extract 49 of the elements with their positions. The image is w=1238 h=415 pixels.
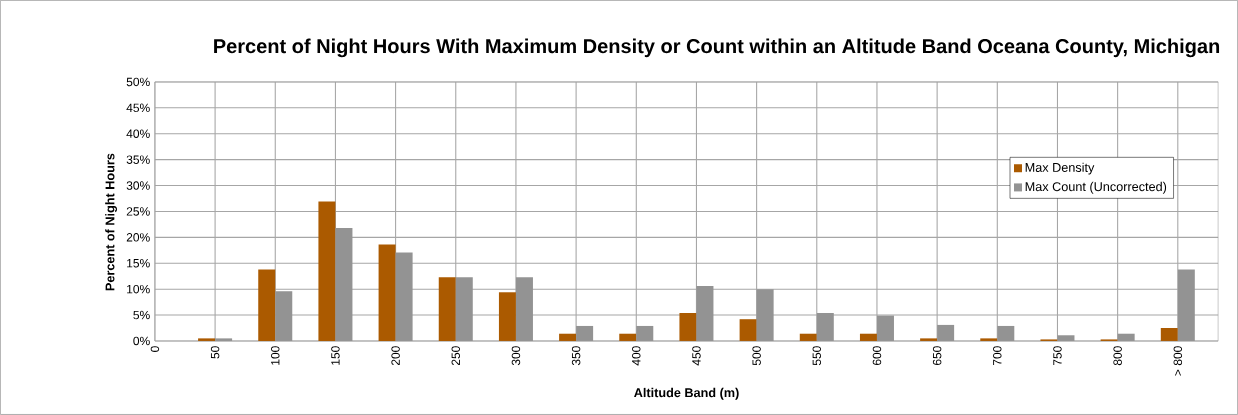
bar [318, 201, 336, 342]
x-tick-label: 500 [752, 346, 761, 366]
bar [920, 338, 938, 342]
y-tick-label: 45% [126, 103, 150, 113]
y-tick-label: 20% [126, 233, 150, 242]
x-tick-label: 150 [331, 346, 340, 365]
bar [258, 269, 276, 342]
y-axis-title: Percent of Night Hours [105, 153, 118, 291]
bar [980, 338, 998, 342]
y-tick-label: 10% [127, 284, 150, 294]
y-tick-label: 15% [127, 259, 150, 268]
x-tick-label: 400 [632, 346, 641, 366]
bar [799, 333, 817, 342]
y-tick-label: 5% [133, 310, 150, 320]
bar [679, 313, 697, 342]
bar [438, 277, 456, 342]
chart-title: Percent of Night Hours With Maximum Density or Count within an Altitude Band Oceana County, Michigan [214, 38, 1220, 58]
y-tick-label: 25% [126, 207, 150, 216]
bar [739, 319, 757, 342]
bar [1160, 328, 1178, 342]
x-tick-label: 100 [271, 346, 280, 365]
bar [559, 333, 577, 342]
x-tick-label: 700 [993, 346, 1002, 366]
bar [198, 338, 216, 342]
y-tick-label: 50% [126, 77, 150, 87]
x-tick-label: 200 [391, 346, 400, 366]
bar [378, 244, 396, 342]
y-tick-label: 35% [126, 155, 150, 164]
x-tick-label: 300 [511, 346, 521, 366]
x-axis-title: Altitude Band (m) [634, 387, 739, 400]
x-tick-label: 350 [571, 346, 581, 366]
x-tick-label: 550 [812, 346, 822, 366]
bar [498, 292, 516, 342]
x-tick-label: 600 [872, 346, 882, 366]
legend-label: Max Density [1025, 162, 1095, 175]
x-tick-label: 0 [150, 346, 160, 352]
x-tick-label: 250 [451, 346, 461, 366]
y-tick-label: 0% [133, 336, 150, 346]
x-tick-label: 800 [1113, 346, 1122, 366]
bar [859, 333, 877, 342]
x-tick-label: 50 [210, 346, 220, 359]
legend-label: Max Count (Uncorrected) [1025, 181, 1167, 194]
x-tick-label: 650 [932, 346, 942, 366]
bar [619, 333, 637, 342]
y-tick-label: 30% [126, 181, 150, 190]
x-tick-label: > 800 [1173, 346, 1183, 376]
x-tick-label: 750 [1053, 346, 1062, 366]
x-tick-label: 450 [692, 346, 701, 366]
y-tick-label: 40% [126, 129, 150, 139]
